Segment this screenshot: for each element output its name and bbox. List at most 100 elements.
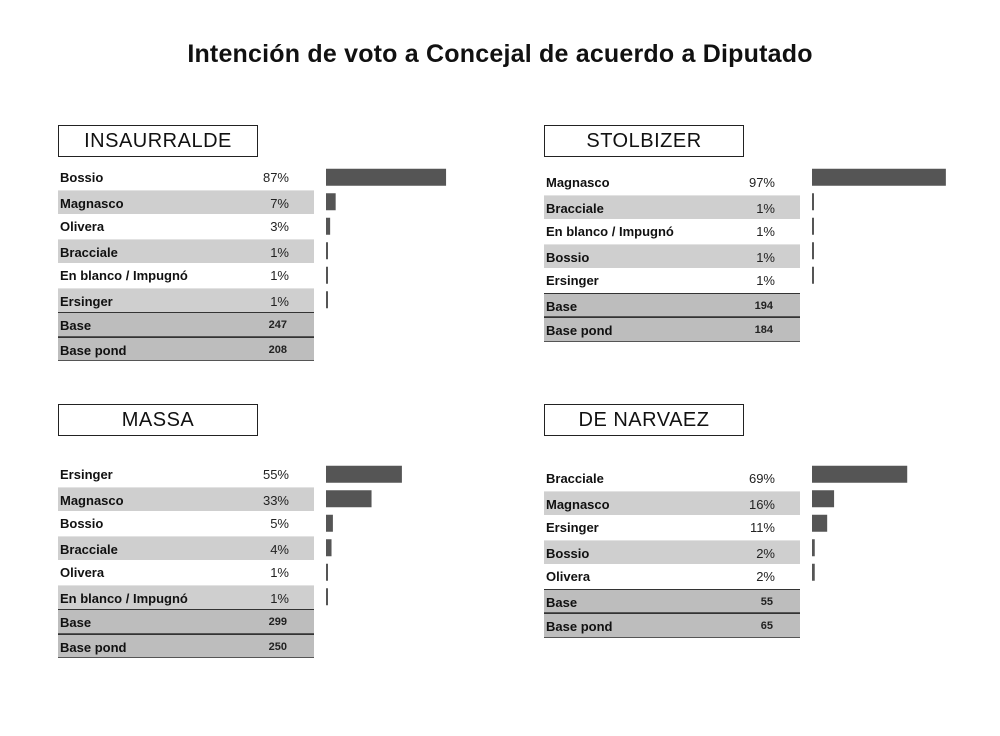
bar (812, 168, 946, 186)
base-value: 250 (268, 640, 287, 653)
value-label: 87% (262, 170, 289, 185)
category-label: Bossio (60, 516, 104, 531)
data-table: Ersinger 55% Magnasco 33% Bossio 5% Bracciale 4… (58, 462, 314, 658)
base-label: Base pond (546, 619, 613, 634)
bar-chart (812, 465, 908, 581)
value-label: 2% (756, 545, 775, 561)
category-label: Olivera (60, 565, 105, 580)
bar (812, 539, 815, 557)
base-pond-row: Base pond 184 (544, 317, 800, 342)
category-label: Olivera (60, 219, 105, 234)
page-title: Intención de voto a Concejal de acuerdo … (187, 40, 813, 68)
table-row: Bossio 87% (58, 165, 314, 190)
category-label: Ersinger (546, 520, 599, 535)
base-row: Base 299 (58, 609, 314, 634)
bar (326, 490, 372, 508)
table-row: Ersinger 11% (544, 515, 800, 540)
base-label: Base (60, 318, 92, 333)
table-row: Magnasco 16% (544, 490, 800, 515)
bar-chart (812, 168, 946, 284)
value-label: 69% (748, 471, 775, 486)
table-row: Ersinger 55% (58, 462, 314, 487)
category-label: Bossio (546, 545, 590, 561)
bar-chart (326, 465, 402, 606)
category-label: Magnasco (546, 496, 610, 512)
bar (326, 465, 402, 483)
table-row: En blanco / Impugnó 1% (58, 263, 314, 288)
value-label: 1% (756, 249, 775, 265)
base-value: 184 (754, 324, 773, 336)
table-row: Magnasco 7% (58, 189, 314, 214)
table-row: En blanco / Impugnó 1% (544, 219, 800, 244)
value-label: 1% (270, 565, 289, 580)
value-label: 16% (748, 496, 775, 512)
category-label: Ersinger (546, 273, 599, 288)
value-label: 5% (270, 516, 289, 531)
table-row: Olivera 3% (58, 214, 314, 239)
value-label: 1% (270, 590, 289, 606)
bar (812, 465, 908, 483)
base-value: 55 (760, 595, 773, 608)
base-label: Base (546, 298, 578, 314)
category-label: Bracciale (546, 471, 604, 486)
panel-header: MASSA (58, 404, 258, 436)
base-pond-row: Base pond 208 (58, 336, 314, 361)
table-row: Ersinger 1% (58, 287, 314, 312)
value-label: 11% (749, 520, 775, 535)
bar (812, 217, 814, 235)
table-row: Bracciale 4% (58, 535, 314, 560)
bar (812, 242, 814, 260)
table-row: Bracciale 69% (544, 466, 800, 491)
table-row: Magnasco 33% (58, 486, 314, 511)
value-label: 7% (270, 195, 289, 211)
category-label: Bossio (546, 249, 590, 265)
base-row: Base 55 (544, 588, 800, 613)
table-row: Olivera 1% (58, 560, 314, 585)
bar (812, 266, 814, 284)
value-label: 1% (270, 268, 289, 283)
value-label: 2% (756, 569, 775, 584)
bar (812, 563, 815, 581)
bar (812, 514, 828, 532)
table-row: Olivera 2% (544, 564, 800, 589)
bar (326, 168, 447, 186)
value-label: 33% (262, 492, 289, 508)
category-label: En blanco / Impugnó (546, 224, 674, 239)
bar (326, 563, 328, 581)
category-label: Olivera (546, 569, 591, 584)
base-label: Base (60, 615, 92, 630)
bar-chart (326, 168, 447, 309)
panel-header: DE NARVAEZ (544, 404, 744, 436)
bar (326, 291, 328, 309)
base-value: 194 (754, 299, 773, 312)
bar (326, 193, 336, 211)
value-label: 3% (270, 219, 289, 234)
table-row: Bossio 1% (544, 243, 800, 268)
table-row: En blanco / Impugnó 1% (58, 584, 314, 609)
base-pond-row: Base pond 65 (544, 613, 800, 638)
bar (326, 588, 328, 606)
base-pond-row: Base pond 250 (58, 633, 314, 658)
bar (326, 217, 331, 235)
panel-header: STOLBIZER (544, 125, 744, 157)
base-row: Base 194 (544, 292, 800, 317)
table-row: Bossio 5% (58, 511, 314, 536)
category-label: Magnasco (60, 492, 124, 508)
base-value: 65 (760, 620, 773, 632)
value-label: 1% (270, 244, 289, 260)
category-label: Ersinger (60, 293, 113, 309)
data-table: Bracciale 69% Magnasco 16% Ersinger 11% Bossio… (544, 466, 800, 638)
bar (326, 539, 332, 557)
category-label: Bracciale (60, 541, 118, 557)
bar (812, 490, 835, 508)
base-label: Base pond (546, 323, 613, 338)
category-label: Magnasco (546, 175, 610, 190)
panel-header: INSAURRALDE (58, 125, 258, 157)
base-value: 208 (268, 343, 287, 356)
table-row: Bracciale 1% (544, 194, 800, 219)
value-label: 1% (270, 293, 289, 309)
base-row: Base 247 (58, 312, 314, 337)
value-label: 97% (748, 175, 775, 190)
data-table: Magnasco 97% Bracciale 1% En blanco / Impugn… (544, 170, 800, 342)
table-row: Ersinger 1% (544, 268, 800, 293)
